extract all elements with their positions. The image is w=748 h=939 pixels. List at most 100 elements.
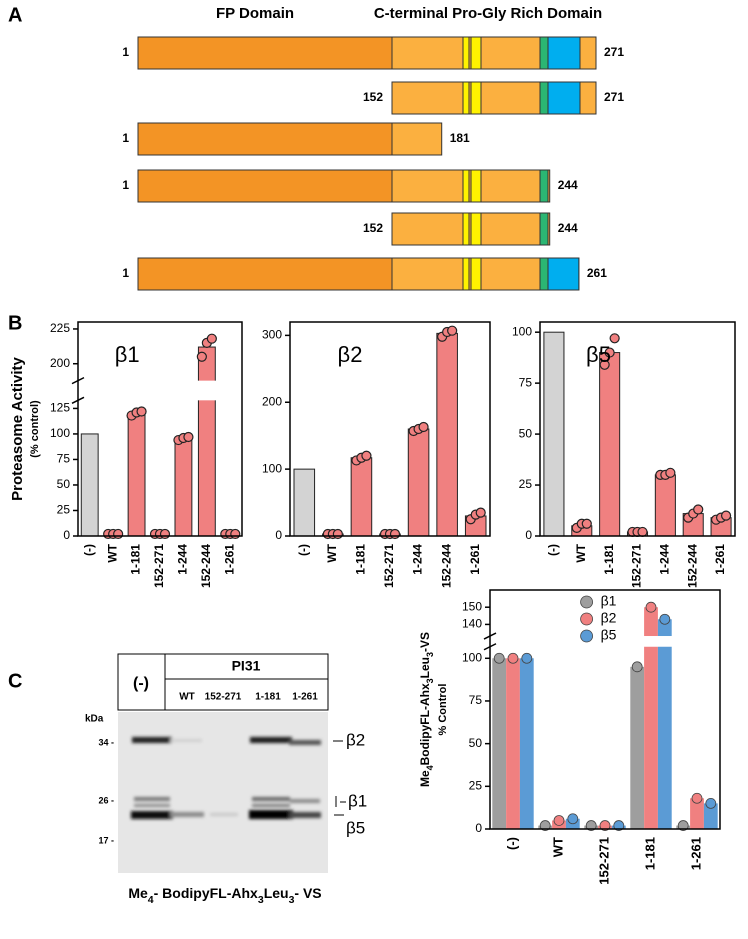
residue-label: 152 [363,90,383,104]
gel-group-label: PI31 [232,658,261,674]
text-part: Leu [418,657,432,678]
y-tick-label: 0 [475,821,482,835]
residue-label: 1 [122,266,129,280]
replicate-point [389,528,401,540]
motif [539,169,549,203]
x-tick-label: WT [325,543,339,562]
bar [654,474,676,537]
residue-label: 1 [122,45,129,59]
band [131,811,173,819]
x-tick-label: 152-244 [685,544,699,588]
y-tick-label: 75 [469,693,483,707]
value-point [659,613,671,625]
value-point [567,813,579,825]
gel-lane-label: 1-181 [255,692,281,703]
x-tick-label: 1-261 [468,544,482,575]
y-tick-label: 0 [63,528,70,542]
y-tick-label: 0 [275,528,282,542]
text-part: Leu [264,885,289,901]
replicate-point [332,528,343,540]
replicate-point [196,351,207,362]
replicate-point [475,507,486,518]
residue-label: 271 [604,45,624,59]
fp-domain [137,36,393,70]
y-tick-label: 200 [50,356,70,370]
motif [547,36,581,70]
bar [436,332,458,537]
fp-domain [137,122,393,156]
band [134,797,170,801]
gel-band-label: β2 [346,730,365,749]
value-point [507,652,519,664]
value-point [645,601,657,613]
chart-title: β1 [115,342,140,367]
text-part: 4 [148,894,154,906]
fp-domain [137,257,393,291]
replicate-point [447,325,458,336]
bar [492,658,507,829]
bar [657,619,672,829]
motif [462,169,470,203]
replicate-point [418,421,429,433]
plot-frame [289,321,491,537]
x-tick-label: 152-244 [199,544,213,588]
residue-label: 152 [363,221,383,235]
residue-label: 244 [558,178,578,192]
value-point [613,820,625,831]
gel-band-label: β5 [346,818,365,837]
band [289,740,321,745]
motif [470,81,482,115]
plot-frame [489,589,721,830]
residue-label: 1 [122,131,129,145]
bar [506,658,520,829]
motif [462,212,470,246]
bar [690,798,704,829]
x-tick-label: 1-244 [411,544,425,575]
gel-marker: 17 - [98,835,114,845]
value-point [493,652,505,664]
motif [462,81,470,115]
motif [462,36,470,70]
x-tick-label: 152-271 [596,837,611,885]
x-tick-label: 1-244 [658,544,672,575]
text-part: -VS [418,632,432,652]
y-tick-label: 25 [519,477,533,491]
text-part: 3 [425,652,435,657]
y-tick-label: 25 [469,778,483,792]
y-tick-label: 100 [462,650,482,664]
x-tick-label: 1-261 [713,544,727,575]
value-point [539,820,551,831]
y-tick-label: 100 [50,426,70,440]
text-part: 3 [425,678,435,683]
panel-label: B [8,312,22,334]
replicate-point [599,359,610,370]
gel-marker: 26 - [98,795,114,805]
text-part: 3 [258,894,264,906]
replicate-point [183,431,194,443]
bar [350,457,373,537]
residue-label: 1 [122,178,129,192]
x-tick-label: 1-181 [642,837,657,870]
motif [470,36,482,70]
gel-image [118,712,328,873]
y-axis-subtitle: (% control) [29,400,41,458]
y-tick-label: 150 [462,599,482,613]
axis-break-gap [68,380,241,401]
band [132,737,172,743]
y-tick-label: 25 [57,503,71,517]
bar [197,346,216,537]
y-tick-label: 0 [525,528,532,542]
x-tick-label: 152-271 [630,544,644,588]
plot-frame [539,321,736,537]
plot-frame [77,321,243,537]
gel-header-box [117,653,329,711]
chart-title: β2 [338,342,363,367]
panel-label: C [8,670,22,692]
panel-label: A [8,4,22,26]
x-tick-label: WT [550,837,565,857]
x-tick-label: (-) [546,544,560,556]
replicate-point [113,528,124,540]
value-point [691,792,703,804]
motif [470,257,482,291]
